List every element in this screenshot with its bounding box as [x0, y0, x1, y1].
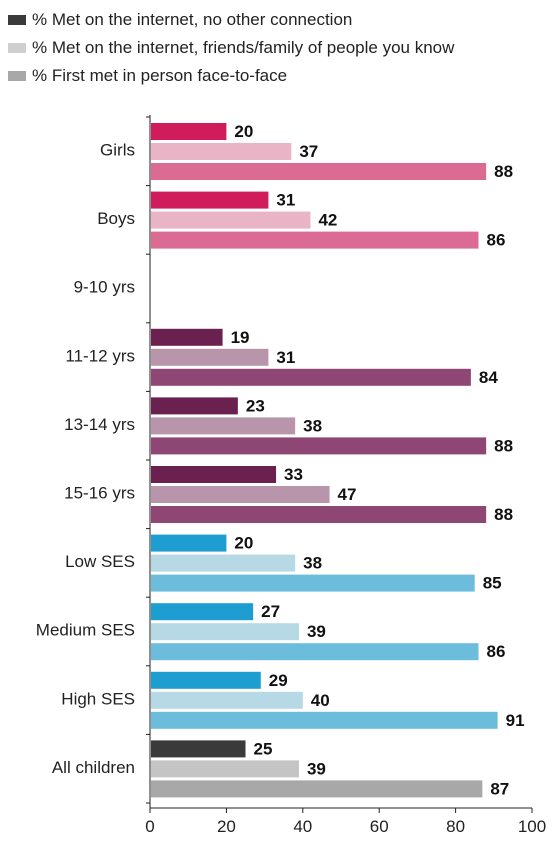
data-label: 86 — [487, 642, 506, 661]
legend-label-1: % Met on the internet, friends/family of… — [32, 38, 455, 57]
data-label: 23 — [246, 396, 265, 415]
data-label: 38 — [303, 416, 322, 435]
legend-swatch-2 — [8, 71, 26, 81]
bar — [151, 417, 296, 435]
data-label: 31 — [276, 191, 295, 210]
data-label: 19 — [231, 328, 250, 347]
legend-label-0: % Met on the internet, no other connecti… — [32, 10, 353, 29]
data-label: 20 — [234, 122, 253, 141]
data-label: 27 — [261, 602, 280, 621]
data-label: 25 — [254, 739, 273, 758]
x-tick-label: 100 — [518, 817, 546, 836]
data-label: 40 — [311, 691, 330, 710]
category-label: 9-10 yrs — [74, 278, 135, 297]
bar — [151, 486, 330, 503]
data-label: 84 — [479, 368, 498, 387]
bar — [151, 231, 479, 249]
bar — [151, 348, 269, 366]
data-label: 86 — [487, 231, 506, 250]
category-label: High SES — [61, 689, 135, 708]
data-label: 38 — [303, 554, 322, 573]
legend-item-2: % First met in person face-to-face — [8, 62, 454, 90]
bar — [151, 368, 471, 386]
data-label: 91 — [506, 711, 525, 730]
bar — [151, 740, 246, 758]
bar — [151, 437, 487, 455]
data-label: 39 — [307, 759, 326, 778]
data-label: 37 — [299, 142, 318, 161]
data-label: 31 — [276, 348, 295, 367]
bar — [151, 163, 487, 180]
bar — [151, 780, 483, 798]
bar — [151, 554, 296, 572]
bar — [151, 123, 227, 140]
legend: % Met on the internet, no other connecti… — [8, 6, 454, 90]
category-label: Low SES — [65, 552, 135, 571]
category-label: 13-14 yrs — [64, 415, 135, 434]
legend-item-1: % Met on the internet, friends/family of… — [8, 34, 454, 62]
bar — [151, 711, 498, 729]
category-label: 15-16 yrs — [64, 483, 135, 502]
x-tick-label: 80 — [446, 817, 465, 836]
bar — [151, 671, 261, 689]
category-label: Girls — [100, 140, 135, 159]
bar — [151, 643, 479, 661]
data-label: 88 — [494, 505, 513, 524]
data-label: 47 — [338, 485, 357, 504]
data-label: 42 — [318, 211, 337, 230]
bar — [151, 328, 223, 346]
data-label: 29 — [269, 671, 288, 690]
data-label: 88 — [494, 436, 513, 455]
data-label: 87 — [490, 779, 509, 798]
x-tick-label: 0 — [145, 817, 154, 836]
category-label: Boys — [97, 209, 135, 228]
bar — [151, 534, 227, 552]
data-label: 33 — [284, 465, 303, 484]
bar — [151, 397, 238, 415]
bar — [151, 143, 292, 160]
legend-label-2: % First met in person face-to-face — [32, 66, 288, 85]
legend-item-0: % Met on the internet, no other connecti… — [8, 6, 454, 34]
legend-swatch-1 — [8, 43, 26, 53]
category-label: All children — [52, 758, 135, 777]
data-label: 88 — [494, 162, 513, 181]
data-label: 20 — [234, 534, 253, 553]
bar — [151, 211, 311, 229]
category-label: 11-12 yrs — [65, 346, 135, 365]
x-tick-label: 60 — [370, 817, 389, 836]
data-label: 85 — [483, 574, 502, 593]
bar — [151, 506, 487, 523]
bar — [151, 623, 299, 641]
bar — [151, 603, 254, 621]
bar — [151, 691, 303, 709]
bar — [151, 760, 299, 778]
data-label: 39 — [307, 622, 326, 641]
bar — [151, 191, 269, 209]
x-tick-label: 20 — [217, 817, 236, 836]
bar — [151, 466, 277, 483]
category-label: Medium SES — [36, 621, 135, 640]
bar — [151, 574, 475, 592]
legend-swatch-0 — [8, 15, 26, 25]
x-tick-label: 40 — [293, 817, 312, 836]
